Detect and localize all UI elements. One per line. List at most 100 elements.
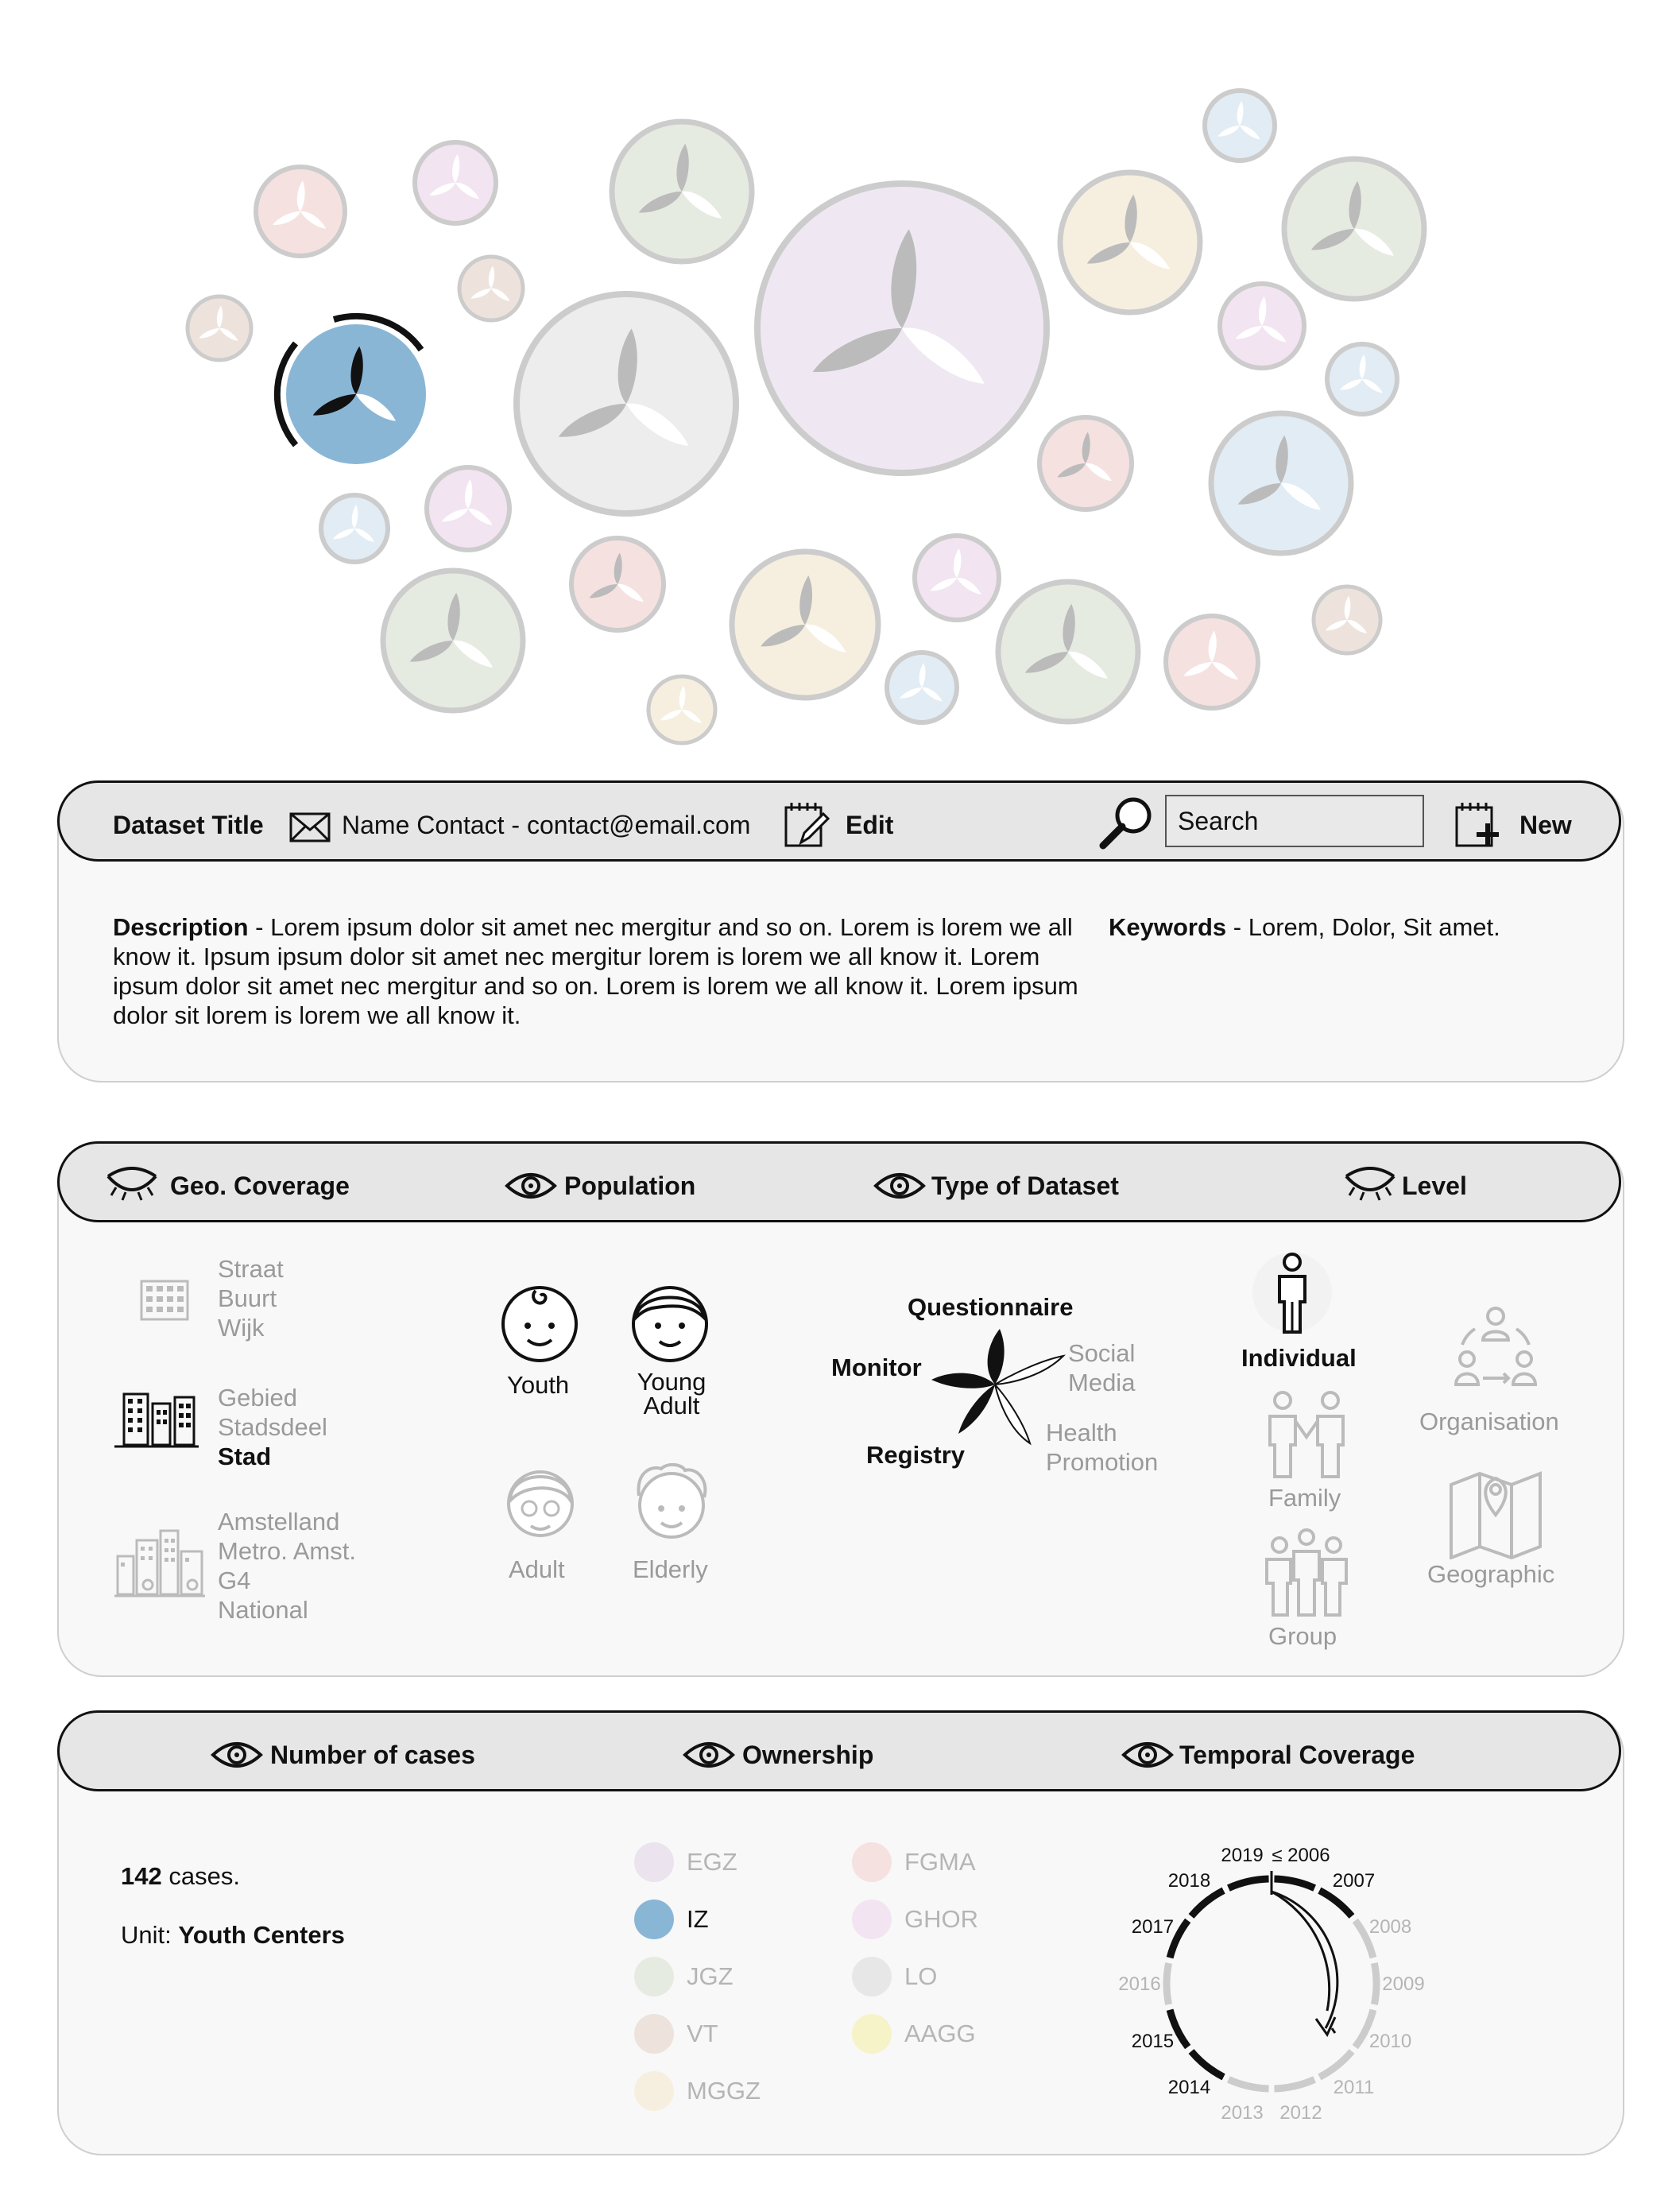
dataset-bubble[interactable]	[424, 465, 512, 552]
ownership-label-aagg[interactable]: AAGG	[904, 2020, 976, 2047]
population-youth[interactable]: Youth	[507, 1371, 570, 1399]
ownership-label-egz[interactable]: EGZ	[687, 1848, 737, 1876]
type-monitor[interactable]: Monitor	[831, 1354, 922, 1381]
ownership-label-fgma[interactable]: FGMA	[904, 1848, 976, 1876]
year-label[interactable]: 2014	[1168, 2077, 1210, 2098]
edit-icon[interactable]	[784, 800, 830, 849]
search-icon[interactable]	[1098, 795, 1154, 850]
eye-open-icon[interactable]	[682, 1739, 736, 1771]
dataset-bubble[interactable]	[513, 291, 739, 517]
group-icon[interactable]	[1260, 1528, 1353, 1618]
year-label[interactable]: 2019	[1221, 1845, 1263, 1866]
level-organisation[interactable]: Organisation	[1419, 1408, 1559, 1435]
geo-option-stadsdeel[interactable]: Stadsdeel	[218, 1413, 327, 1441]
metro-city-icon[interactable]	[113, 1524, 207, 1601]
population-elderly[interactable]: Elderly	[633, 1555, 708, 1583]
dataset-bubble[interactable]	[319, 493, 390, 564]
ownership-dot-mggz[interactable]	[634, 2071, 674, 2111]
dataset-bubble[interactable]	[1281, 156, 1427, 302]
dataset-bubble[interactable]	[729, 548, 881, 701]
type-social-media-line1[interactable]: Social	[1068, 1339, 1136, 1367]
geo-option-metro-amst[interactable]: Metro. Amst.	[218, 1537, 356, 1565]
adult-icon[interactable]	[502, 1461, 579, 1543]
ownership-dot-vt[interactable]	[634, 2014, 674, 2054]
ownership-dot-fgma[interactable]	[852, 1842, 892, 1882]
elderly-icon[interactable]	[629, 1459, 714, 1543]
level-family[interactable]: Family	[1268, 1484, 1341, 1512]
year-segment[interactable]	[1227, 1875, 1269, 1892]
year-segment[interactable]	[1318, 1887, 1355, 1919]
ownership-dot-ghor[interactable]	[852, 1900, 892, 1939]
ownership-dot-jgz[interactable]	[634, 1957, 674, 1996]
dataset-bubble[interactable]	[995, 579, 1141, 725]
dataset-bubble[interactable]	[1163, 614, 1260, 711]
eye-closed-icon[interactable]	[1343, 1167, 1397, 1202]
mail-icon[interactable]	[289, 812, 331, 842]
year-label[interactable]: 2016	[1118, 1973, 1160, 1995]
dataset-bubble[interactable]	[1037, 415, 1134, 512]
dataset-bubble[interactable]	[254, 165, 347, 258]
year-label[interactable]: 2017	[1132, 1916, 1174, 1938]
ownership-label-lo[interactable]: LO	[904, 1962, 938, 1990]
ownership-label-iz[interactable]: IZ	[687, 1905, 709, 1933]
geo-option-amstelland[interactable]: Amstelland	[218, 1508, 340, 1536]
ownership-dot-aagg[interactable]	[852, 2014, 892, 2054]
year-segment[interactable]	[1166, 1918, 1191, 1959]
year-label[interactable]: 2011	[1334, 2077, 1375, 2098]
year-segment[interactable]	[1274, 2076, 1316, 2093]
year-segment[interactable]	[1352, 1918, 1377, 1959]
eye-open-icon[interactable]	[210, 1739, 264, 1771]
eye-open-icon[interactable]	[873, 1170, 927, 1202]
year-label[interactable]: 2013	[1221, 2102, 1263, 2124]
dataset-bubble[interactable]	[457, 254, 525, 323]
year-label[interactable]: 2008	[1369, 1916, 1411, 1938]
dataset-bubble[interactable]	[569, 536, 666, 633]
dataset-bubble[interactable]	[185, 294, 254, 362]
year-segment[interactable]	[1166, 2008, 1191, 2050]
individual-icon[interactable]	[1252, 1249, 1332, 1338]
type-social-media-line2[interactable]: Media	[1068, 1369, 1136, 1396]
eye-open-icon[interactable]	[1121, 1739, 1175, 1771]
year-segment[interactable]	[1370, 1962, 1380, 2005]
year-label[interactable]: ≤ 2006	[1272, 1845, 1330, 1866]
geo-option-gebied[interactable]: Gebied	[218, 1384, 297, 1412]
level-individual[interactable]: Individual	[1241, 1344, 1357, 1372]
ownership-dot-lo[interactable]	[852, 1957, 892, 1996]
dataset-bubble-selected[interactable]	[273, 312, 426, 464]
dataset-bubble[interactable]	[1311, 584, 1383, 656]
dataset-type-pinwheel[interactable]	[922, 1319, 1073, 1454]
dataset-bubble[interactable]	[1057, 169, 1203, 316]
level-geographic[interactable]: Geographic	[1427, 1560, 1555, 1588]
year-segment[interactable]	[1318, 2049, 1355, 2081]
ownership-dot-egz[interactable]	[634, 1842, 674, 1882]
dataset-bubble[interactable]	[754, 180, 1050, 476]
dataset-bubble[interactable]	[885, 650, 959, 725]
dataset-bubble[interactable]	[1325, 342, 1399, 416]
dataset-bubble[interactable]	[912, 533, 1001, 622]
ownership-dot-iz[interactable]	[634, 1900, 674, 1939]
youth-icon[interactable]	[497, 1283, 582, 1362]
year-segment[interactable]	[1163, 1962, 1173, 2005]
year-label[interactable]: 2018	[1168, 1870, 1210, 1892]
year-label[interactable]: 2009	[1382, 1973, 1424, 1995]
year-segment[interactable]	[1188, 1887, 1225, 1919]
young-adult-icon[interactable]	[628, 1280, 712, 1364]
geo-option-buurt[interactable]: Buurt	[218, 1284, 277, 1312]
city-buildings-icon[interactable]	[113, 1389, 200, 1451]
geo-option-g4[interactable]: G4	[218, 1567, 251, 1594]
family-icon[interactable]	[1262, 1389, 1351, 1481]
geo-option-stad[interactable]: Stad	[218, 1443, 272, 1470]
year-label[interactable]: 2007	[1333, 1870, 1375, 1892]
search-input[interactable]	[1165, 795, 1424, 847]
dataset-bubble[interactable]	[380, 567, 526, 714]
eye-closed-icon[interactable]	[105, 1167, 159, 1202]
new-button[interactable]: New	[1519, 811, 1572, 839]
type-health-promotion-line2[interactable]: Promotion	[1046, 1448, 1159, 1476]
year-label[interactable]: 2015	[1132, 2031, 1174, 2052]
geo-option-wijk[interactable]: Wijk	[218, 1314, 265, 1342]
type-health-promotion-line1[interactable]: Health	[1046, 1419, 1117, 1446]
edit-button[interactable]: Edit	[846, 811, 894, 839]
population-adult[interactable]: Adult	[509, 1555, 565, 1583]
geographic-map-icon[interactable]	[1448, 1467, 1543, 1559]
